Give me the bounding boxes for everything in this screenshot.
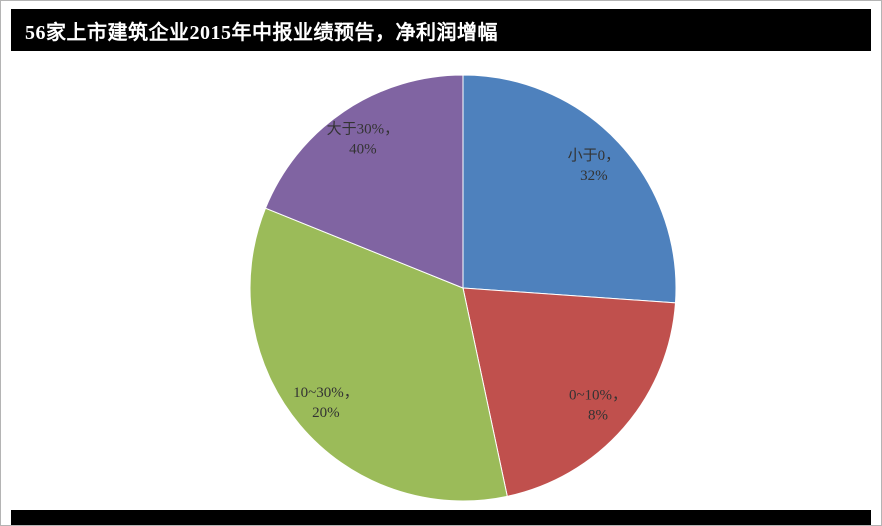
pie-slice-3 [264,74,464,289]
pie-slice-0 [462,74,677,304]
pie-slice-label-line1: 10~30%， [293,385,359,401]
pie-slice-label-3: 大于30%， 40% [327,121,400,158]
chart-title-bar: 56家上市建筑企业2015年中报业绩预告，净利润增幅 [11,9,871,51]
pie-slice-label-line2: 32% [580,168,608,184]
pie-slice-label-1: 0~10%， 8% [569,387,627,423]
pie-slice-label-0: 小于0， 32% [568,147,621,184]
chart-title: 56家上市建筑企业2015年中报业绩预告，净利润增幅 [25,21,498,44]
pie-slice-label-line2: 20% [312,405,340,421]
pie-slice-label-line1: 小于0， [568,147,621,164]
pie-slice-label-line1: 大于30%， [327,121,400,138]
pie-slice-1 [462,287,677,497]
pie-slice-label-line2: 8% [588,407,608,423]
pie-slice-label-line1: 0~10%， [569,387,627,403]
pie-slice-2 [249,207,508,502]
next-section-bar [11,510,871,525]
pie-slice-label-2: 10~30%， 20% [293,385,359,421]
pie-slice-label-line2: 40% [349,142,377,158]
